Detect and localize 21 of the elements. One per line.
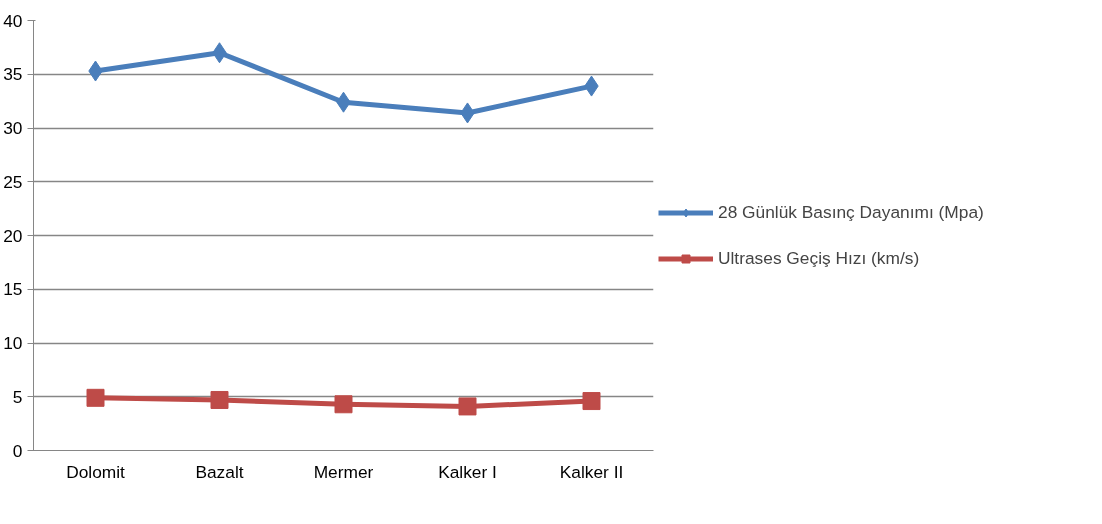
- x-tick-label: Mermer: [313, 461, 374, 482]
- legend-label: 28 Günlük Basınç Dayanımı (Mpa): [718, 201, 984, 223]
- point: [210, 390, 229, 409]
- y-tick-label: 10: [3, 333, 23, 353]
- y-tick-label: 0: [12, 440, 23, 461]
- y-tick-label: 5: [12, 386, 23, 407]
- x-tick-label: Bazalt: [195, 461, 244, 482]
- point: [458, 397, 477, 416]
- x-tick-label: Kalker II: [559, 461, 624, 482]
- point: [86, 388, 105, 407]
- point: [334, 395, 353, 414]
- legend-label: Ultrases Geçiş Hızı (km/s): [718, 247, 920, 269]
- point: [582, 392, 601, 411]
- x-tick-label: Kalker I: [438, 461, 497, 482]
- y-tick-label: 15: [3, 279, 23, 300]
- x-tick-label: Dolomit: [66, 461, 126, 482]
- y-tick-label: 40: [3, 10, 23, 31]
- y-tick-label: 25: [3, 171, 23, 192]
- y-tick-label: 35: [3, 64, 23, 85]
- y-tick-label: 20: [3, 225, 23, 246]
- y-tick-label: 30: [3, 118, 23, 138]
